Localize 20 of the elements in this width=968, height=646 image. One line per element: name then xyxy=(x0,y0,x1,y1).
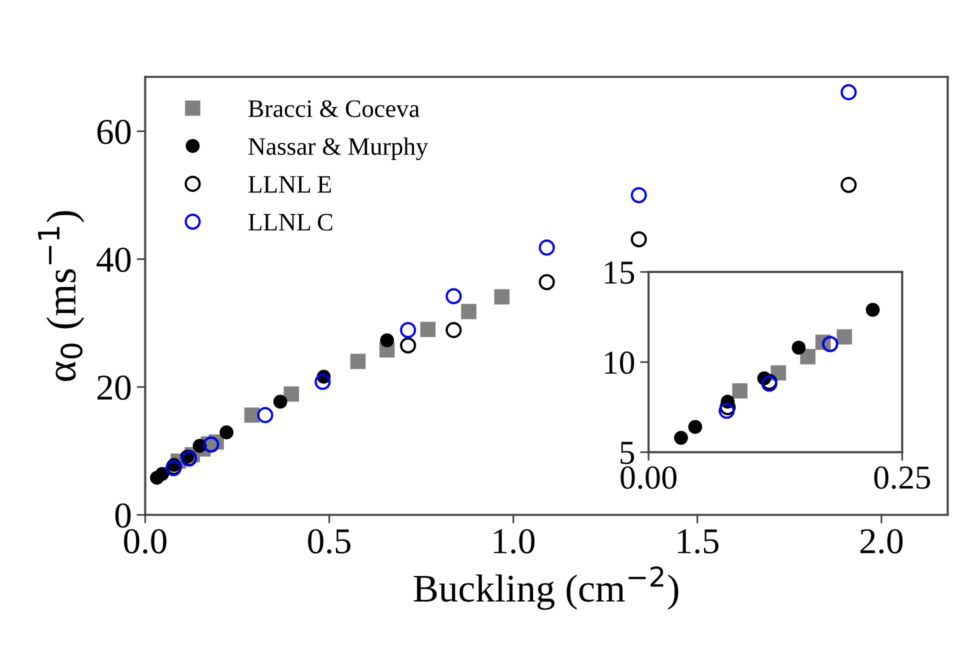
legend-label: Nassar & Murphy xyxy=(248,137,428,160)
x-tick-label: 0.5 xyxy=(308,529,350,554)
x-tick-label: 2.0 xyxy=(860,529,903,554)
y-tick-label: 40 xyxy=(96,248,131,272)
legend-label: LLNL E xyxy=(248,176,331,193)
x-tick-label: 1.5 xyxy=(678,529,719,554)
x-tick-label: 0.0 xyxy=(124,529,166,554)
y-tick-label: 10 xyxy=(604,351,634,374)
y-tick-label: 15 xyxy=(604,262,634,284)
y-tick-label: 60 xyxy=(97,120,131,144)
x-tick-label: 0.00 xyxy=(620,466,676,489)
x-tick-label: 1.0 xyxy=(494,529,534,554)
x-tick-label: 0.25 xyxy=(874,466,930,489)
legend-label: Bracci & Coceva xyxy=(248,100,420,118)
y-tick-label: 5 xyxy=(620,442,634,464)
y-axis-title: α$_{0}$ (ms$^{−1}$) xyxy=(38,211,84,381)
y-tick-label: 20 xyxy=(97,375,131,400)
y-tick-label: 0 xyxy=(115,503,131,528)
legend-label: LLNL C xyxy=(248,214,332,231)
x-axis-title: Buckling (cm$^{−2}$) xyxy=(414,566,678,610)
